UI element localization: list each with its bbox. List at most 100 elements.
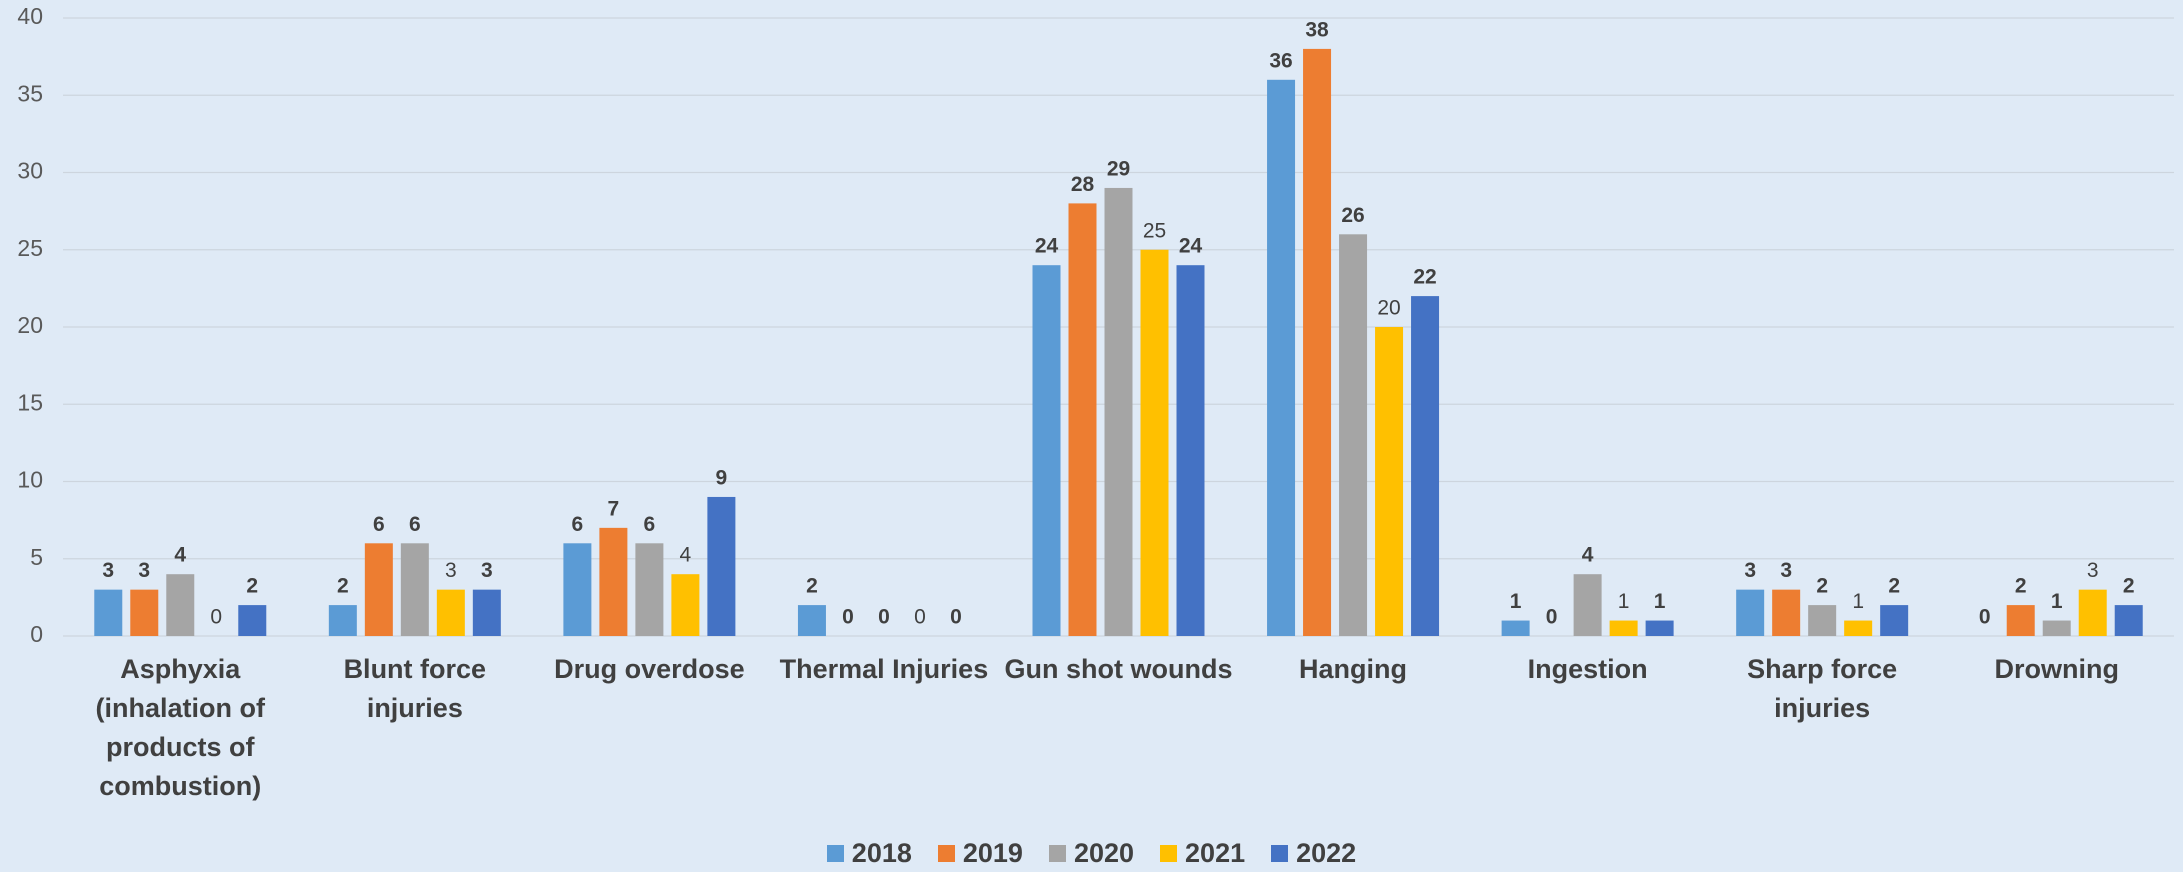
y-tick-label: 10 xyxy=(17,467,43,493)
data-label: 6 xyxy=(373,513,385,536)
data-label: 4 xyxy=(680,544,692,567)
y-tick-label: 25 xyxy=(17,235,43,261)
data-label: 2 xyxy=(2015,575,2027,598)
data-label: 0 xyxy=(1546,606,1558,629)
data-label: 0 xyxy=(878,606,890,629)
data-label: 2 xyxy=(2123,575,2135,598)
bar xyxy=(436,589,465,636)
bar xyxy=(1176,265,1205,636)
bar xyxy=(328,605,357,636)
bar xyxy=(1609,620,1638,636)
legend-swatch xyxy=(826,845,844,862)
data-label: 3 xyxy=(102,559,114,582)
data-label: 20 xyxy=(1377,297,1400,320)
data-label: 3 xyxy=(2087,559,2099,582)
bar xyxy=(1645,620,1674,636)
bar xyxy=(2078,589,2107,636)
x-tick-label: Asphyxia (inhalation of products of comb… xyxy=(95,654,265,801)
x-tick-label: Blunt force injuries xyxy=(343,654,487,723)
x-tick-label: Hanging xyxy=(1299,654,1408,684)
data-label: 2 xyxy=(337,575,349,598)
legend-swatch xyxy=(1048,845,1066,862)
data-label: 3 xyxy=(481,559,493,582)
data-label: 6 xyxy=(644,513,656,536)
legend-swatch xyxy=(1271,845,1289,862)
data-label: 1 xyxy=(1654,590,1666,613)
data-label: 0 xyxy=(842,606,854,629)
x-tick-label: Drowning xyxy=(1994,654,2119,684)
bar xyxy=(364,543,393,636)
bar xyxy=(1573,574,1602,636)
bar xyxy=(707,496,736,636)
legend-swatch xyxy=(1160,845,1178,862)
data-label: 6 xyxy=(409,513,421,536)
data-label: 3 xyxy=(445,559,457,582)
data-label: 3 xyxy=(1744,559,1756,582)
y-tick-label: 15 xyxy=(17,389,43,415)
data-label: 24 xyxy=(1179,235,1203,258)
data-label: 22 xyxy=(1413,266,1436,289)
bar xyxy=(130,589,159,636)
legend-label: 2022 xyxy=(1296,838,1357,868)
bar xyxy=(472,589,501,636)
data-label: 2 xyxy=(246,575,258,598)
x-tick-label: Thermal Injuries xyxy=(779,654,989,684)
bar xyxy=(1501,620,1530,636)
data-label: 6 xyxy=(572,513,584,536)
data-label: 0 xyxy=(210,606,222,629)
bar xyxy=(1772,589,1801,636)
data-label: 1 xyxy=(1510,590,1522,613)
data-label: 2 xyxy=(1888,575,1900,598)
bar xyxy=(1880,605,1909,636)
bar xyxy=(635,543,664,636)
bar xyxy=(1140,249,1169,636)
data-label: 2 xyxy=(806,575,818,598)
bar xyxy=(671,574,700,636)
data-label: 0 xyxy=(1979,606,1991,629)
y-tick-label: 20 xyxy=(17,312,43,338)
legend-entry: 2019 xyxy=(937,838,1023,869)
bar xyxy=(1375,327,1404,636)
data-label: 26 xyxy=(1341,204,1364,227)
bar xyxy=(1736,589,1765,636)
y-tick-label: 40 xyxy=(17,3,43,29)
data-label: 3 xyxy=(1780,559,1792,582)
bar xyxy=(1032,265,1061,636)
data-label: 9 xyxy=(716,466,728,489)
bar xyxy=(1303,48,1332,636)
bar xyxy=(1104,187,1133,636)
bar xyxy=(1808,605,1837,636)
data-label: 38 xyxy=(1305,18,1329,41)
data-label: 0 xyxy=(950,606,962,629)
data-label: 4 xyxy=(174,544,186,567)
legend-label: 2020 xyxy=(1073,838,1135,868)
legend-entry: 2022 xyxy=(1271,838,1356,869)
legend: 2018 2019 2020 2021 2022 xyxy=(0,838,2183,869)
bar xyxy=(1267,79,1296,637)
data-label: 4 xyxy=(1582,544,1594,567)
bar xyxy=(2042,620,2071,636)
bar xyxy=(94,589,123,636)
bar xyxy=(400,543,429,636)
data-label: 7 xyxy=(608,497,620,520)
x-tick-label: Sharp force injuries xyxy=(1747,654,1898,723)
bar xyxy=(563,543,592,636)
legend-entry: 2021 xyxy=(1160,838,1245,869)
y-tick-label: 35 xyxy=(17,80,43,106)
bar xyxy=(2006,605,2035,636)
bar xyxy=(166,574,195,636)
data-label: 1 xyxy=(2051,590,2063,613)
data-label: 28 xyxy=(1071,173,1095,196)
legend-entry: 2018 xyxy=(826,838,912,869)
data-label: 0 xyxy=(914,606,926,629)
y-tick-label: 0 xyxy=(30,621,43,647)
bar xyxy=(599,527,628,636)
bar xyxy=(1339,234,1368,637)
data-label: 24 xyxy=(1035,235,1059,258)
bar xyxy=(1068,203,1097,636)
data-label: 36 xyxy=(1269,49,1292,72)
bar xyxy=(238,605,267,636)
legend-entry: 2020 xyxy=(1048,838,1135,869)
